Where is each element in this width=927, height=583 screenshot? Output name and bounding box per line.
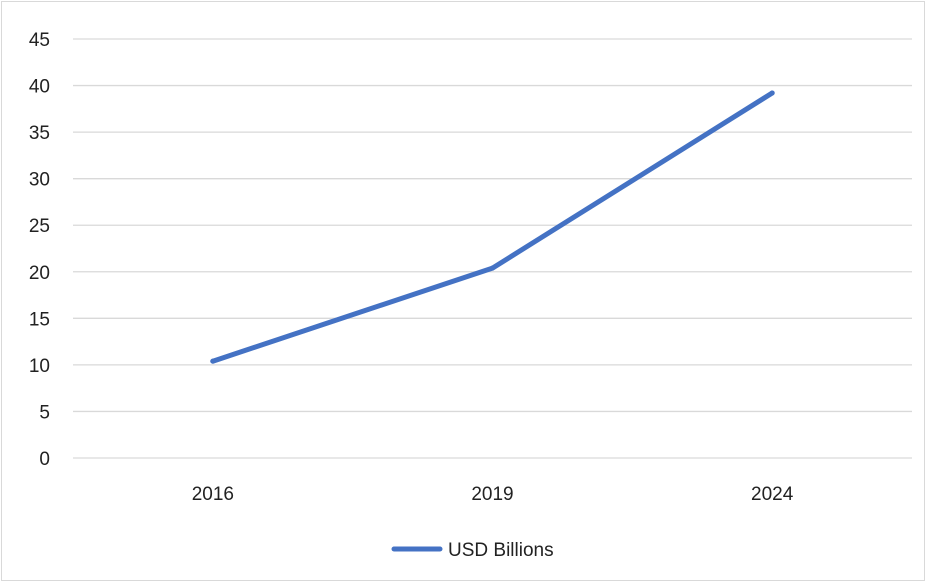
x-tick-label: 2019 xyxy=(471,484,513,505)
y-tick-label: 10 xyxy=(29,356,50,377)
y-tick-label: 40 xyxy=(29,77,50,98)
legend: USD Billions xyxy=(391,540,554,561)
x-tick-label: 2016 xyxy=(192,484,234,505)
y-tick-label: 35 xyxy=(29,123,50,144)
y-tick-label: 20 xyxy=(29,263,50,284)
series-line xyxy=(210,90,775,364)
y-tick-label: 25 xyxy=(29,216,50,237)
y-axis-tick-labels: 0 5 10 15 20 25 30 35 40 45 xyxy=(29,30,50,470)
x-tick-label: 2024 xyxy=(751,484,794,505)
data-point xyxy=(210,358,216,364)
y-tick-label: 5 xyxy=(39,402,50,423)
data-point xyxy=(490,265,495,271)
legend-label: USD Billions xyxy=(448,540,554,561)
y-tick-label: 45 xyxy=(29,30,50,51)
data-point xyxy=(769,90,775,96)
x-axis-tick-labels: 2016 2019 2024 xyxy=(192,484,794,505)
gridlines xyxy=(73,38,912,459)
y-tick-label: 30 xyxy=(29,170,50,191)
series-group xyxy=(210,90,775,364)
y-tick-label: 15 xyxy=(29,309,50,330)
y-tick-label: 0 xyxy=(39,449,50,470)
